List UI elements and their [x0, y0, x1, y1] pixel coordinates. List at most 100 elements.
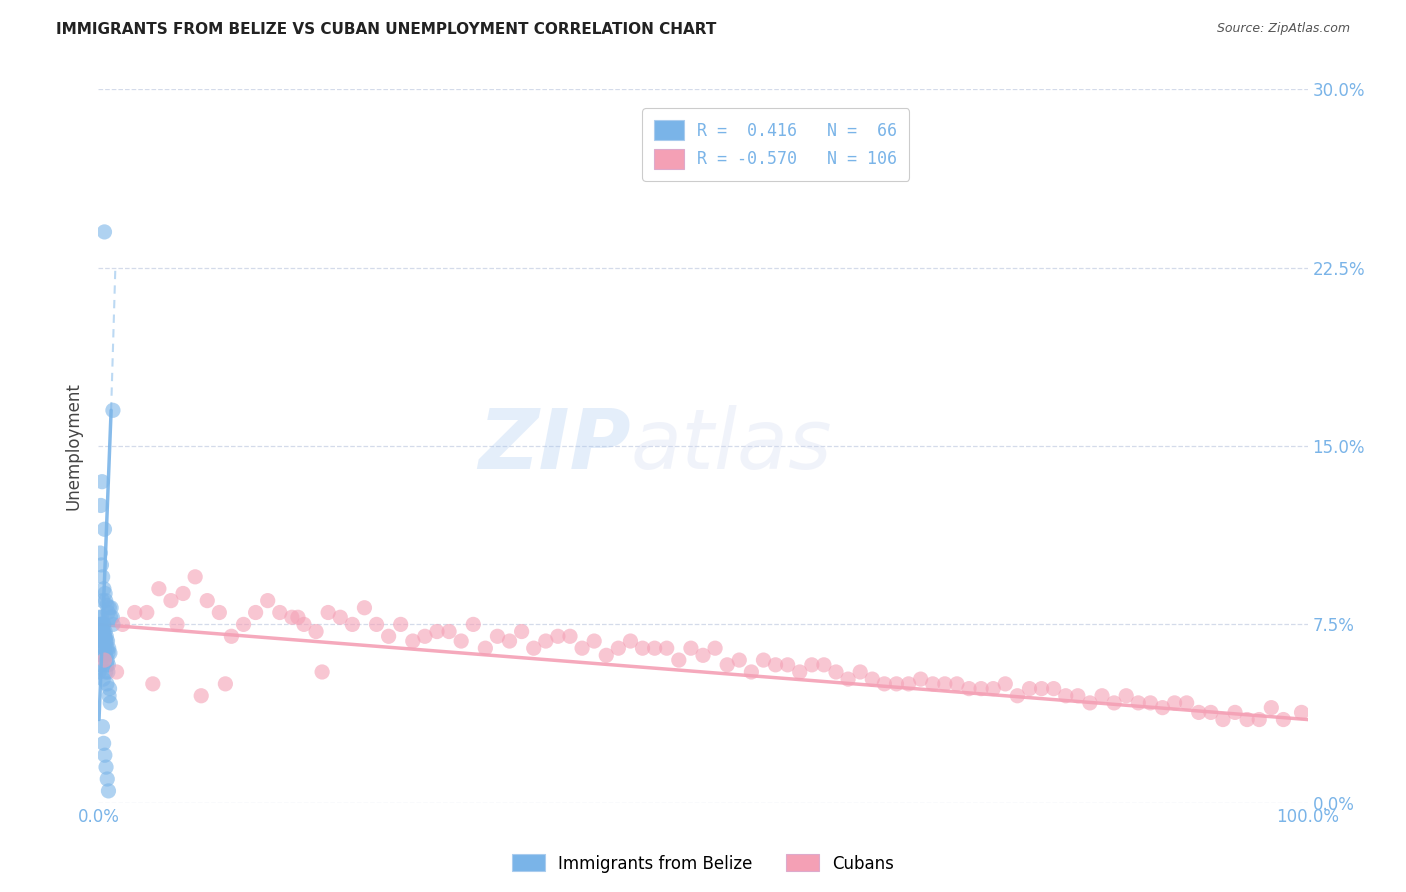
Point	[98, 646, 121, 660]
Point	[97, 606, 120, 620]
Point	[740, 665, 762, 679]
Point	[221, 629, 243, 643]
Point	[93, 629, 115, 643]
Point	[1054, 689, 1077, 703]
Point	[1102, 696, 1125, 710]
Text: Source: ZipAtlas.com: Source: ZipAtlas.com	[1216, 22, 1350, 36]
Point	[98, 696, 121, 710]
Point	[486, 629, 509, 643]
Point	[450, 634, 472, 648]
Point	[269, 606, 291, 620]
Point	[849, 665, 872, 679]
Point	[765, 657, 787, 672]
Point	[94, 593, 117, 607]
Point	[111, 617, 134, 632]
Point	[166, 617, 188, 632]
Point	[91, 593, 114, 607]
Point	[90, 558, 112, 572]
Point	[91, 622, 114, 636]
Point	[1163, 696, 1185, 710]
Point	[316, 606, 339, 620]
Point	[934, 677, 956, 691]
Point	[402, 634, 425, 648]
Point	[329, 610, 352, 624]
Point	[89, 610, 111, 624]
Text: ZIP: ZIP	[478, 406, 630, 486]
Point	[474, 641, 496, 656]
Point	[825, 665, 848, 679]
Point	[90, 617, 112, 632]
Point	[1031, 681, 1053, 696]
Point	[619, 634, 641, 648]
Point	[1223, 706, 1246, 720]
Point	[87, 665, 110, 679]
Point	[91, 475, 114, 489]
Point	[692, 648, 714, 663]
Point	[90, 641, 112, 656]
Point	[96, 599, 118, 613]
Point	[160, 593, 183, 607]
Point	[607, 641, 630, 656]
Point	[1199, 706, 1222, 720]
Point	[583, 634, 606, 648]
Point	[91, 617, 114, 632]
Point	[96, 629, 118, 643]
Point	[208, 606, 231, 620]
Point	[377, 629, 399, 643]
Point	[1272, 713, 1295, 727]
Point	[1091, 689, 1114, 703]
Point	[124, 606, 146, 620]
Point	[90, 634, 112, 648]
Point	[94, 665, 117, 679]
Point	[1291, 706, 1313, 720]
Point	[93, 629, 115, 643]
Point	[571, 641, 593, 656]
Point	[1115, 689, 1137, 703]
Point	[1260, 700, 1282, 714]
Point	[1212, 713, 1234, 727]
Point	[305, 624, 328, 639]
Point	[97, 657, 120, 672]
Point	[93, 225, 115, 239]
Point	[1188, 706, 1211, 720]
Point	[232, 617, 254, 632]
Point	[93, 653, 115, 667]
Point	[98, 689, 121, 703]
Point	[1152, 700, 1174, 714]
Point	[897, 677, 920, 691]
Point	[98, 600, 121, 615]
Point	[510, 624, 533, 639]
Legend: R =  0.416   N =  66, R = -0.570   N = 106: R = 0.416 N = 66, R = -0.570 N = 106	[643, 108, 908, 180]
Point	[96, 653, 118, 667]
Point	[89, 629, 111, 643]
Point	[957, 681, 980, 696]
Point	[97, 784, 120, 798]
Point	[190, 689, 212, 703]
Point	[245, 606, 267, 620]
Point	[91, 648, 114, 663]
Point	[534, 634, 557, 648]
Point	[287, 610, 309, 624]
Point	[1236, 713, 1258, 727]
Point	[100, 610, 122, 624]
Point	[93, 624, 115, 639]
Point	[886, 677, 908, 691]
Point	[1007, 689, 1029, 703]
Point	[94, 586, 117, 600]
Point	[93, 522, 115, 536]
Point	[426, 624, 449, 639]
Point	[94, 634, 117, 648]
Point	[679, 641, 702, 656]
Point	[970, 681, 993, 696]
Point	[910, 672, 932, 686]
Point	[547, 629, 569, 643]
Point	[91, 634, 114, 648]
Point	[776, 657, 799, 672]
Point	[1067, 689, 1090, 703]
Point	[101, 403, 124, 417]
Point	[1139, 696, 1161, 710]
Point	[281, 610, 304, 624]
Point	[292, 617, 315, 632]
Point	[94, 760, 117, 774]
Point	[90, 610, 112, 624]
